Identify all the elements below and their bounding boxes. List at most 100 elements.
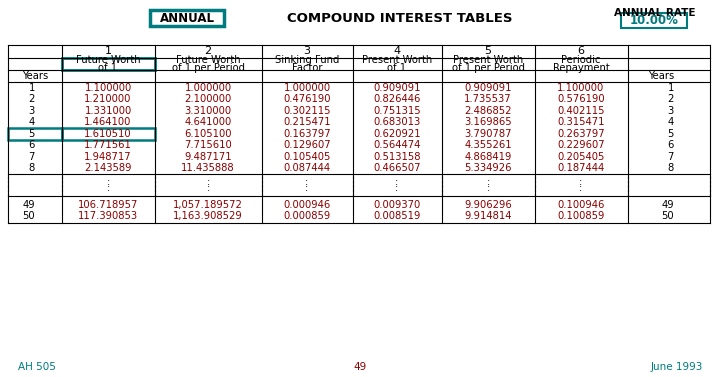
- Text: Years: Years: [22, 71, 48, 81]
- Text: :: :: [395, 177, 399, 187]
- Text: :: :: [107, 177, 110, 187]
- Text: 106.718957: 106.718957: [78, 200, 138, 210]
- Text: 9.914814: 9.914814: [464, 211, 512, 221]
- Text: 117.390853: 117.390853: [78, 211, 138, 221]
- Text: 2.486852: 2.486852: [464, 106, 512, 116]
- Text: Years: Years: [647, 71, 674, 81]
- Text: ANNUAL RATE: ANNUAL RATE: [614, 8, 696, 18]
- Text: 3: 3: [304, 46, 311, 57]
- Text: 0.000946: 0.000946: [283, 200, 331, 210]
- Text: 1: 1: [29, 83, 35, 93]
- Text: 9.906296: 9.906296: [464, 200, 512, 210]
- Text: Present Worth: Present Worth: [362, 55, 432, 65]
- Text: Future Worth: Future Worth: [176, 55, 240, 65]
- Text: 0.100946: 0.100946: [557, 200, 605, 210]
- Text: 0.229607: 0.229607: [557, 140, 605, 150]
- Text: 1.000000: 1.000000: [185, 83, 231, 93]
- Text: 1,057.189572: 1,057.189572: [173, 200, 243, 210]
- Text: of 1 per Period: of 1 per Period: [172, 63, 244, 73]
- Text: 0.215471: 0.215471: [283, 117, 331, 127]
- Text: Factor: Factor: [292, 63, 322, 73]
- Text: 0.087444: 0.087444: [283, 163, 330, 173]
- Text: 2.143589: 2.143589: [84, 163, 132, 173]
- Text: 50: 50: [22, 211, 35, 221]
- Bar: [62, 127, 155, 140]
- Text: 1.100000: 1.100000: [84, 83, 132, 93]
- Bar: [621, 13, 687, 28]
- Text: :: :: [487, 183, 490, 193]
- Text: 3: 3: [668, 106, 674, 116]
- Text: 1.735537: 1.735537: [464, 94, 512, 104]
- Text: 6: 6: [578, 46, 585, 57]
- Text: 1,163.908529: 1,163.908529: [173, 211, 243, 221]
- Text: 2: 2: [205, 46, 211, 57]
- Text: 1.948717: 1.948717: [84, 152, 132, 162]
- Text: :: :: [580, 177, 583, 187]
- Text: Repayment: Repayment: [552, 63, 609, 73]
- Text: 0.402115: 0.402115: [557, 106, 605, 116]
- Text: 4: 4: [668, 117, 674, 127]
- Text: :: :: [395, 183, 399, 193]
- Text: :: :: [580, 183, 583, 193]
- Text: 1: 1: [105, 46, 112, 57]
- Text: 50: 50: [661, 211, 674, 221]
- Text: 0.564474: 0.564474: [373, 140, 420, 150]
- Text: 49: 49: [22, 200, 35, 210]
- Text: Future Worth: Future Worth: [76, 55, 141, 65]
- Text: 1.610510: 1.610510: [84, 129, 132, 139]
- Text: 2.100000: 2.100000: [185, 94, 231, 104]
- Text: 3.169865: 3.169865: [464, 117, 512, 127]
- Text: 0.205405: 0.205405: [557, 152, 605, 162]
- Bar: [150, 10, 224, 26]
- Text: 0.100859: 0.100859: [557, 211, 605, 221]
- Text: 0.008519: 0.008519: [373, 211, 420, 221]
- Text: AH 505: AH 505: [18, 362, 56, 372]
- Text: 0.751315: 0.751315: [373, 106, 421, 116]
- Text: 0.129607: 0.129607: [283, 140, 331, 150]
- Text: 1.771561: 1.771561: [84, 140, 132, 150]
- Text: :: :: [306, 183, 309, 193]
- Text: 1.464100: 1.464100: [84, 117, 132, 127]
- Text: Periodic: Periodic: [561, 55, 601, 65]
- Text: 0.466507: 0.466507: [373, 163, 421, 173]
- Text: 49: 49: [661, 200, 674, 210]
- Text: 2: 2: [668, 94, 674, 104]
- Text: 0.683013: 0.683013: [373, 117, 420, 127]
- Text: 0.620921: 0.620921: [373, 129, 421, 139]
- Text: 0.163797: 0.163797: [283, 129, 331, 139]
- Text: 0.315471: 0.315471: [557, 117, 605, 127]
- Text: 0.576190: 0.576190: [557, 94, 605, 104]
- Text: 0.105405: 0.105405: [283, 152, 331, 162]
- Text: 1.000000: 1.000000: [283, 83, 330, 93]
- Text: 6.105100: 6.105100: [185, 129, 231, 139]
- Text: June 1993: June 1993: [650, 362, 703, 372]
- Text: COMPOUND INTEREST TABLES: COMPOUND INTEREST TABLES: [287, 12, 513, 25]
- Text: 4: 4: [29, 117, 35, 127]
- Text: 9.487171: 9.487171: [184, 152, 232, 162]
- Text: 1.100000: 1.100000: [557, 83, 605, 93]
- Text: 1.210000: 1.210000: [84, 94, 132, 104]
- Text: 5.334926: 5.334926: [464, 163, 512, 173]
- Text: 0.302115: 0.302115: [283, 106, 331, 116]
- Text: 49: 49: [353, 362, 366, 372]
- Text: :: :: [487, 177, 490, 187]
- Text: 0.009370: 0.009370: [373, 200, 420, 210]
- Text: 11.435888: 11.435888: [181, 163, 235, 173]
- Text: 5: 5: [29, 129, 35, 139]
- Text: 7: 7: [668, 152, 674, 162]
- Text: 3: 3: [29, 106, 35, 116]
- Text: 2: 2: [29, 94, 35, 104]
- Text: 1: 1: [668, 83, 674, 93]
- Text: 0.476190: 0.476190: [283, 94, 331, 104]
- Bar: [62, 58, 155, 70]
- Text: Present Worth: Present Worth: [453, 55, 523, 65]
- Text: 0.909091: 0.909091: [464, 83, 512, 93]
- Text: :: :: [306, 177, 309, 187]
- Text: ANNUAL: ANNUAL: [159, 12, 215, 25]
- Text: 0.513158: 0.513158: [373, 152, 421, 162]
- Text: 0.187444: 0.187444: [557, 163, 605, 173]
- Text: Sinking Fund: Sinking Fund: [275, 55, 339, 65]
- Text: 4.868419: 4.868419: [464, 152, 512, 162]
- Text: 4.641000: 4.641000: [185, 117, 231, 127]
- Text: 8: 8: [29, 163, 35, 173]
